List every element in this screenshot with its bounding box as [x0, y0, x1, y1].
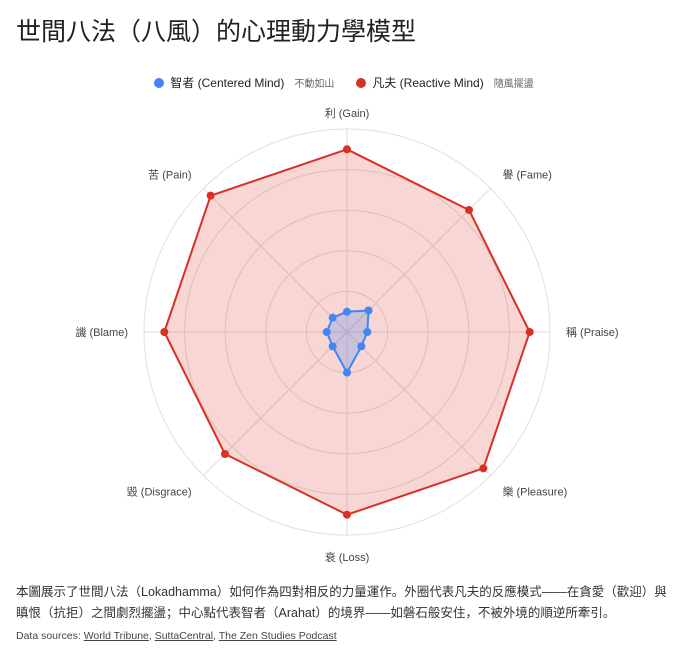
data-point: [364, 306, 373, 315]
axis-label: 苦 (Pain): [148, 169, 191, 182]
legend-marker-reactive: [356, 77, 367, 88]
legend-marker-centered: [154, 77, 165, 88]
data-point: [160, 328, 169, 336]
data-point: [343, 510, 351, 519]
axis-label: 譏 (Blame): [75, 325, 128, 339]
axis-label: 樂 (Pleasure): [502, 484, 567, 498]
legend-label-reactive: 凡夫 (Reactive Mind): [372, 76, 484, 90]
legend-note-centered: 不動如山: [294, 79, 335, 90]
axis-label: 利 (Gain): [325, 107, 370, 120]
data-point: [479, 464, 488, 473]
chart-legend: 智者 (Centered Mind) 不動如山 凡夫 (Reactive Min…: [0, 74, 688, 91]
data-point: [525, 328, 534, 336]
data-point: [322, 328, 331, 336]
data-point: [343, 145, 351, 154]
data-point: [357, 342, 366, 351]
source-link-suttacentral[interactable]: SuttaCentral: [154, 630, 214, 642]
legend-label-centered: 智者 (Centered Mind): [170, 76, 285, 90]
chart-description: 本圖展示了世間八法（Lokadhamma）如何作為四對相反的力量運作。外圈代表凡…: [16, 585, 667, 620]
data-point: [206, 191, 215, 200]
axis-spoke: [203, 188, 348, 333]
data-point: [328, 313, 337, 322]
sources-label: Data sources:: [16, 630, 81, 642]
data-point: [343, 307, 351, 316]
axis-label: 譽 (Fame): [502, 169, 551, 182]
radar-chart: 利 (Gain) 譽 (Fame) 稱 (Praise) 樂 (Pleasure) 衰 …: [75, 107, 619, 564]
legend-item-reactive[interactable]: 凡夫 (Reactive Mind) 隨風擺盪: [356, 74, 534, 91]
page-title: 世間八法（八風）的心理動力學模型: [16, 18, 417, 46]
axis-label: 衰 (Loss): [325, 550, 370, 564]
axis-spoke: [346, 331, 491, 476]
axis-label: 稱 (Praise): [566, 326, 619, 339]
data-point: [328, 342, 337, 351]
legend-note-reactive: 隨風擺盪: [493, 79, 534, 90]
data-point: [465, 205, 474, 214]
data-sources: Data sources: World Tribune, SuttaCentra…: [16, 630, 337, 642]
data-point: [220, 450, 229, 459]
axis-label: 毀 (Disgrace): [127, 484, 192, 498]
data-point: [343, 368, 351, 377]
legend-item-centered[interactable]: 智者 (Centered Mind) 不動如山: [154, 74, 334, 91]
source-link-world-tribune[interactable]: World Tribune: [83, 630, 149, 642]
data-point: [363, 328, 372, 336]
source-link-zen-studies[interactable]: The Zen Studies Podcast: [218, 630, 337, 642]
